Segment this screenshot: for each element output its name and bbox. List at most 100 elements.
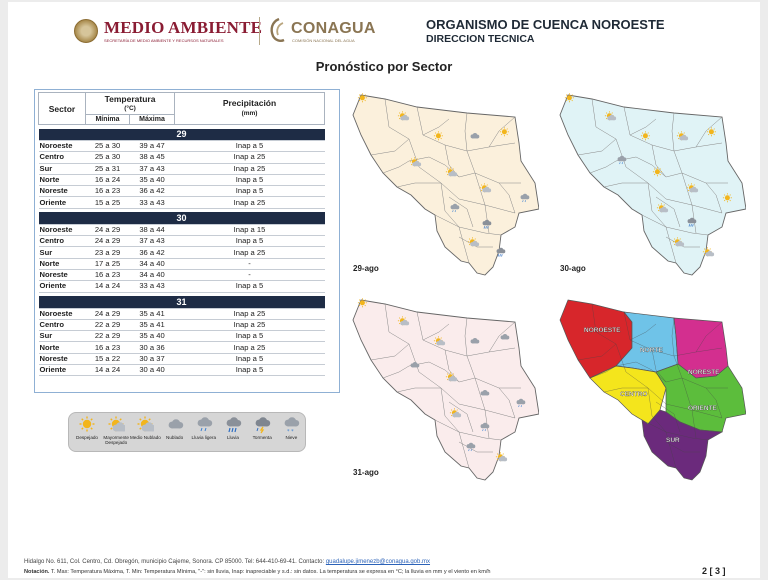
forecast-table: Sector Temperatura (°C) Precipitación (m… bbox=[38, 92, 326, 377]
table-row: Noreste 16 a 23 34 a 40- bbox=[38, 269, 325, 282]
legend-label: Mayormente Despejado bbox=[103, 435, 129, 445]
table-row: Centro 25 a 30 38 a 45 Inap a 25 bbox=[38, 151, 325, 164]
cell-sector: Norte bbox=[38, 341, 86, 354]
cell-max: 37 a 43 bbox=[129, 163, 175, 175]
cell-precipitation: Inap a 25 bbox=[174, 341, 325, 354]
cell-precipitation: Inap a 25 bbox=[174, 319, 325, 332]
map-weather-icon bbox=[450, 203, 460, 213]
cell-precipitation: Inap a 25 bbox=[174, 196, 325, 209]
municipality-border bbox=[444, 349, 476, 383]
map-weather-icon bbox=[482, 219, 492, 229]
municipality-border bbox=[370, 138, 410, 156]
header-temperature-label: Temperatura bbox=[104, 93, 156, 104]
notation-text: T. Max: Temperatura Máxima, T. Min: Temp… bbox=[49, 569, 491, 575]
cell-precipitation: Inap a 25 bbox=[174, 246, 325, 259]
day-header-row: 29 bbox=[38, 128, 325, 141]
municipality-border bbox=[448, 401, 474, 433]
document-page: MEDIO AMBIENTE SECRETARÍA DE MEDIO AMBIE… bbox=[8, 2, 760, 578]
municipality-border bbox=[464, 112, 521, 184]
cell-min: 16 a 23 bbox=[85, 185, 130, 198]
municipality-border bbox=[444, 144, 476, 178]
contact-email-link[interactable]: guadalupe.jimenezb@conagua.gob.mx bbox=[325, 559, 431, 565]
municipality-border bbox=[615, 361, 667, 383]
municipality-border bbox=[623, 106, 723, 152]
header-sector: Sector bbox=[38, 92, 86, 125]
map-weather-icon bbox=[499, 127, 509, 137]
sector-label-norte: NORTE bbox=[640, 347, 663, 354]
map-day-30 bbox=[559, 93, 746, 276]
legend-label: Lluvia bbox=[226, 435, 239, 440]
map-weather-icon bbox=[470, 132, 480, 139]
day-header-row: 31 bbox=[38, 296, 325, 309]
map-weather-icon bbox=[686, 183, 699, 193]
conagua-subtitle: COMISIÓN NACIONAL DEL AGUA bbox=[292, 38, 355, 43]
table-row: Centro 24 a 29 37 a 43 Inap a 5 bbox=[38, 235, 325, 248]
municipality-border bbox=[370, 343, 410, 361]
table-row: Oriente 15 a 25 33 a 43 Inap a 25 bbox=[38, 196, 325, 209]
cell-precipitation: Inap a 25 bbox=[174, 163, 325, 175]
cell-sector: Centro bbox=[38, 151, 86, 164]
cell-precipitation: Inap a 5 bbox=[174, 280, 325, 293]
cell-min: 25 a 30 bbox=[85, 151, 130, 164]
sector-label-noroeste: NOROESTE bbox=[584, 327, 621, 334]
municipality-border bbox=[422, 323, 450, 341]
map-day-29 bbox=[352, 93, 539, 276]
map-weather-icon bbox=[466, 442, 476, 452]
map-weather-icon bbox=[500, 333, 510, 340]
map-weather-icon bbox=[495, 452, 508, 462]
sun-cloud-icon bbox=[108, 416, 126, 432]
table-row: Sur 25 a 31 37 a 43 Inap a 25 bbox=[38, 163, 325, 175]
cell-min: 24 a 29 bbox=[85, 235, 130, 248]
cell-precipitation: Inap a 5 bbox=[174, 185, 325, 198]
map-weather-icon bbox=[357, 93, 367, 103]
cell-max: 36 a 42 bbox=[129, 246, 175, 259]
cell-sector: Centro bbox=[38, 319, 86, 332]
cell-min: 22 a 29 bbox=[85, 330, 130, 343]
municipality-border bbox=[641, 214, 677, 264]
forecast-table-body: 29 Noroeste 25 a 30 39 a 47 Inap a 5 Centro 25… bbox=[38, 125, 325, 377]
sun-cloud-icon bbox=[137, 416, 155, 432]
municipality-border bbox=[705, 182, 723, 214]
municipality-border bbox=[665, 236, 700, 248]
map-weather-icon bbox=[516, 398, 526, 408]
table-row: Noreste 16 a 23 36 a 42 Inap a 5 bbox=[38, 185, 325, 198]
header-precipitation-unit: (mm) bbox=[241, 110, 258, 117]
cell-precipitation: Inap a 15 bbox=[174, 224, 325, 237]
cell-sector: Sur bbox=[38, 163, 86, 175]
cell-max: 39 a 47 bbox=[129, 140, 175, 153]
cell-min: 22 a 29 bbox=[85, 319, 130, 332]
cell-sector: Norte bbox=[38, 174, 86, 187]
map-weather-icon bbox=[652, 167, 662, 177]
header-precipitation-label: Precipitación bbox=[222, 98, 277, 108]
page-title: Pronóstico por Sector bbox=[315, 59, 453, 74]
legend-item: Mayormente Despejado bbox=[100, 416, 132, 445]
table-row: Noroeste 25 a 30 39 a 47 Inap a 5 bbox=[38, 140, 325, 153]
day-label: 31 bbox=[38, 296, 325, 309]
municipality-border bbox=[458, 441, 493, 453]
medio-ambiente-title: MEDIO AMBIENTE bbox=[104, 18, 263, 37]
table-row: Norte 17 a 25 34 a 40- bbox=[38, 258, 325, 270]
legend-label: Lluvia ligera bbox=[191, 435, 217, 440]
cell-min: 16 a 23 bbox=[85, 269, 130, 282]
table-row: Centro 22 a 29 35 a 41 Inap a 25 bbox=[38, 319, 325, 332]
cell-max: 38 a 45 bbox=[129, 151, 175, 164]
municipality-border bbox=[458, 236, 493, 248]
table-row: Norte 16 a 24 35 a 40 Inap a 5 bbox=[38, 174, 325, 187]
organization-subtitle: DIRECCION TECNICA bbox=[426, 33, 535, 45]
cell-min: 16 a 24 bbox=[85, 174, 130, 187]
map-weather-icon bbox=[604, 111, 617, 121]
table-row: Noroeste 24 a 29 35 a 41 Inap a 25 bbox=[38, 308, 325, 320]
cell-sector: Noroeste bbox=[38, 140, 86, 153]
cell-max: 30 a 36 bbox=[129, 341, 175, 354]
state-outline bbox=[559, 94, 746, 276]
municipality-border bbox=[641, 419, 677, 469]
sector-label-oriente: ORIENTE bbox=[688, 405, 718, 412]
map-label-31: 31-ago bbox=[353, 468, 379, 477]
municipality-border bbox=[488, 321, 516, 353]
table-row: Sur 22 a 29 35 a 40 Inap a 5 bbox=[38, 330, 325, 343]
legend-label: Despejado bbox=[76, 435, 98, 440]
cell-min: 24 a 29 bbox=[85, 224, 130, 237]
municipality-border bbox=[396, 387, 516, 419]
table-row: Oriente 14 a 24 33 a 43 Inap a 5 bbox=[38, 280, 325, 293]
municipality-border bbox=[695, 321, 723, 353]
